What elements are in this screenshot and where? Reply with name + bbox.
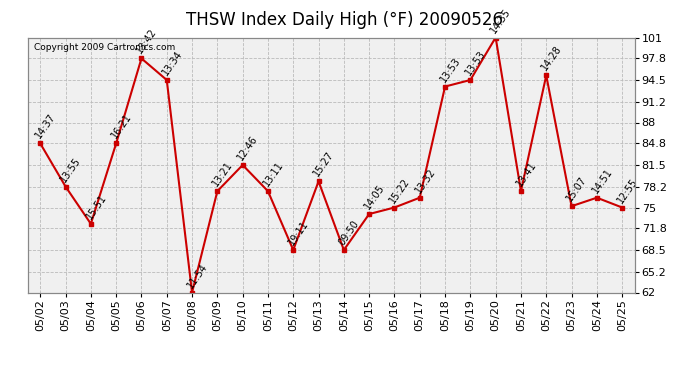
- Text: THSW Index Daily High (°F) 20090526: THSW Index Daily High (°F) 20090526: [186, 11, 504, 29]
- Text: 15:07: 15:07: [564, 175, 589, 203]
- Text: 14:37: 14:37: [33, 112, 58, 141]
- Text: 11:54: 11:54: [185, 261, 210, 290]
- Text: 13:55: 13:55: [59, 155, 83, 184]
- Text: 09:50: 09:50: [337, 219, 362, 247]
- Text: 13:53: 13:53: [464, 49, 488, 77]
- Text: Copyright 2009 Cartronics.com: Copyright 2009 Cartronics.com: [34, 43, 175, 52]
- Text: 13:21: 13:21: [210, 160, 235, 188]
- Text: 14:51: 14:51: [590, 166, 614, 195]
- Text: 16:21: 16:21: [109, 112, 134, 141]
- Text: 13:32: 13:32: [413, 166, 437, 195]
- Text: 15:27: 15:27: [312, 150, 336, 178]
- Text: 14:35: 14:35: [489, 6, 513, 35]
- Text: 12:46: 12:46: [236, 134, 260, 162]
- Text: 13:34: 13:34: [160, 49, 184, 77]
- Text: 19:11: 19:11: [286, 219, 310, 247]
- Text: 13:42: 13:42: [135, 27, 159, 56]
- Text: 14:05: 14:05: [362, 183, 386, 211]
- Text: 15:51: 15:51: [84, 192, 108, 221]
- Text: 14:28: 14:28: [540, 44, 564, 73]
- Text: 13:41: 13:41: [514, 160, 538, 188]
- Text: 12:55: 12:55: [615, 176, 640, 205]
- Text: 15:22: 15:22: [388, 176, 412, 205]
- Text: 13:53: 13:53: [438, 55, 462, 84]
- Text: 13:11: 13:11: [261, 160, 285, 188]
